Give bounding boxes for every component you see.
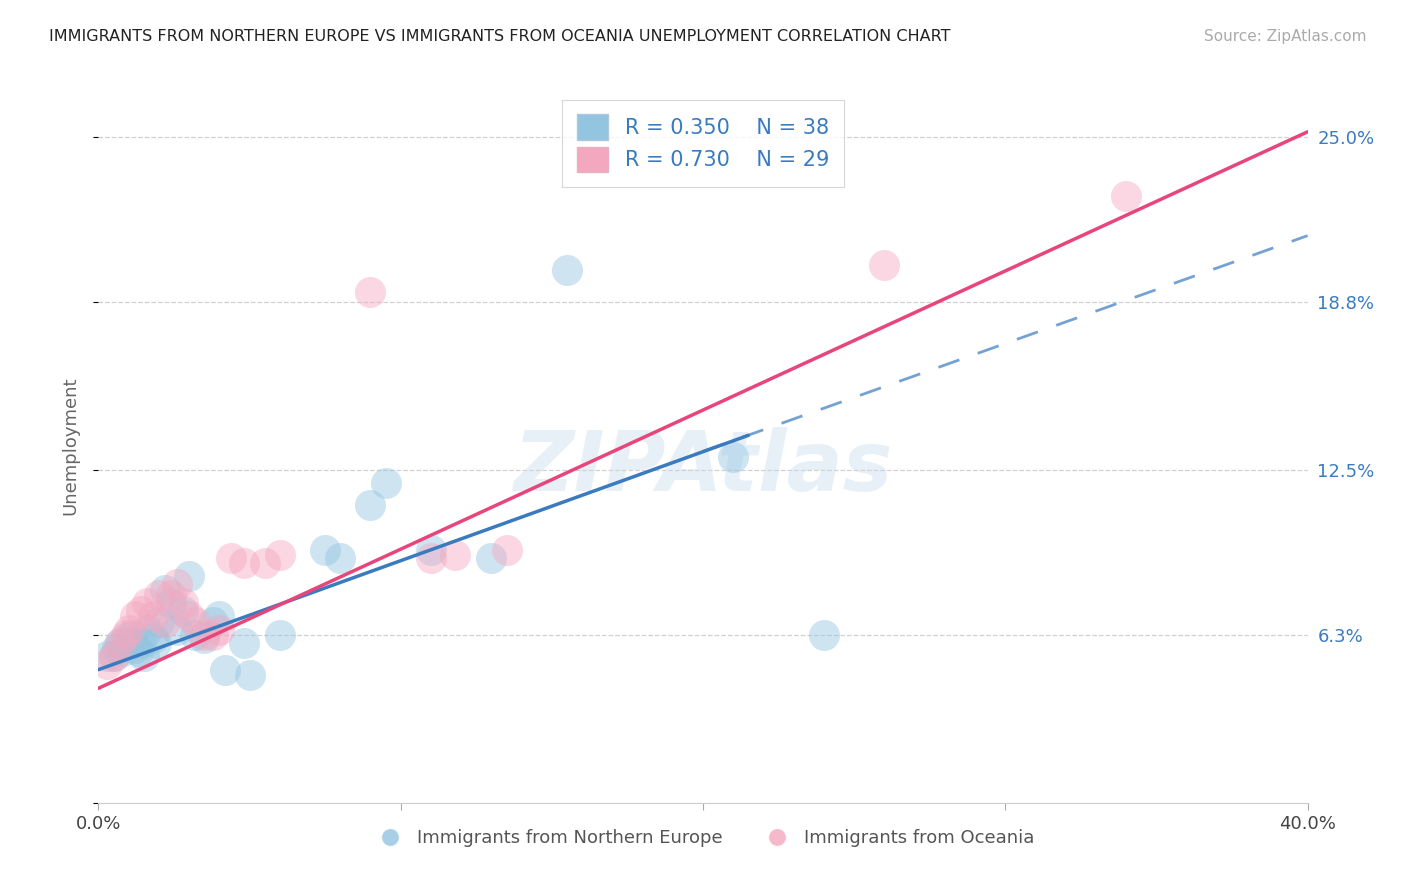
- Text: ZIPAtlas: ZIPAtlas: [513, 427, 893, 508]
- Point: [193, 631, 215, 645]
- Point: [118, 636, 141, 650]
- Point: [269, 548, 291, 562]
- Point: [132, 649, 155, 664]
- Point: [269, 628, 291, 642]
- Point: [127, 644, 149, 658]
- Point: [135, 596, 157, 610]
- Point: [118, 623, 141, 637]
- Point: [184, 628, 207, 642]
- Point: [96, 649, 118, 664]
- Point: [253, 556, 276, 570]
- Point: [232, 636, 254, 650]
- Point: [142, 609, 165, 624]
- Point: [153, 582, 176, 597]
- Point: [108, 636, 131, 650]
- Point: [179, 569, 201, 583]
- Point: [202, 628, 225, 642]
- Point: [129, 604, 152, 618]
- Point: [153, 615, 176, 629]
- Point: [103, 649, 125, 664]
- Point: [166, 577, 188, 591]
- Point: [555, 263, 578, 277]
- Point: [495, 542, 517, 557]
- Point: [239, 668, 262, 682]
- Point: [96, 657, 118, 672]
- Point: [813, 628, 835, 642]
- Point: [873, 258, 896, 272]
- Point: [172, 604, 194, 618]
- Point: [105, 641, 128, 656]
- Y-axis label: Unemployment: Unemployment: [62, 376, 80, 516]
- Point: [114, 628, 136, 642]
- Point: [221, 550, 243, 565]
- Point: [160, 596, 183, 610]
- Point: [160, 588, 183, 602]
- Point: [179, 609, 201, 624]
- Point: [329, 550, 352, 565]
- Point: [135, 623, 157, 637]
- Point: [124, 641, 146, 656]
- Point: [184, 615, 207, 629]
- Point: [145, 636, 167, 650]
- Point: [208, 623, 231, 637]
- Point: [444, 548, 467, 562]
- Point: [1115, 188, 1137, 202]
- Point: [114, 631, 136, 645]
- Point: [166, 623, 188, 637]
- Point: [121, 628, 143, 642]
- Point: [208, 609, 231, 624]
- Point: [314, 542, 336, 557]
- Point: [148, 588, 170, 602]
- Point: [129, 636, 152, 650]
- Point: [360, 498, 382, 512]
- Text: IMMIGRANTS FROM NORTHERN EUROPE VS IMMIGRANTS FROM OCEANIA UNEMPLOYMENT CORRELAT: IMMIGRANTS FROM NORTHERN EUROPE VS IMMIG…: [49, 29, 950, 44]
- Point: [232, 556, 254, 570]
- Point: [420, 542, 443, 557]
- Point: [148, 615, 170, 629]
- Point: [111, 644, 134, 658]
- Point: [108, 636, 131, 650]
- Point: [193, 628, 215, 642]
- Point: [172, 596, 194, 610]
- Point: [202, 615, 225, 629]
- Legend: Immigrants from Northern Europe, Immigrants from Oceania: Immigrants from Northern Europe, Immigra…: [364, 822, 1042, 855]
- Point: [723, 450, 745, 464]
- Point: [360, 285, 382, 299]
- Text: Source: ZipAtlas.com: Source: ZipAtlas.com: [1204, 29, 1367, 44]
- Point: [214, 663, 236, 677]
- Point: [103, 649, 125, 664]
- Point: [420, 550, 443, 565]
- Point: [374, 476, 396, 491]
- Point: [481, 550, 503, 565]
- Point: [142, 631, 165, 645]
- Point: [124, 609, 146, 624]
